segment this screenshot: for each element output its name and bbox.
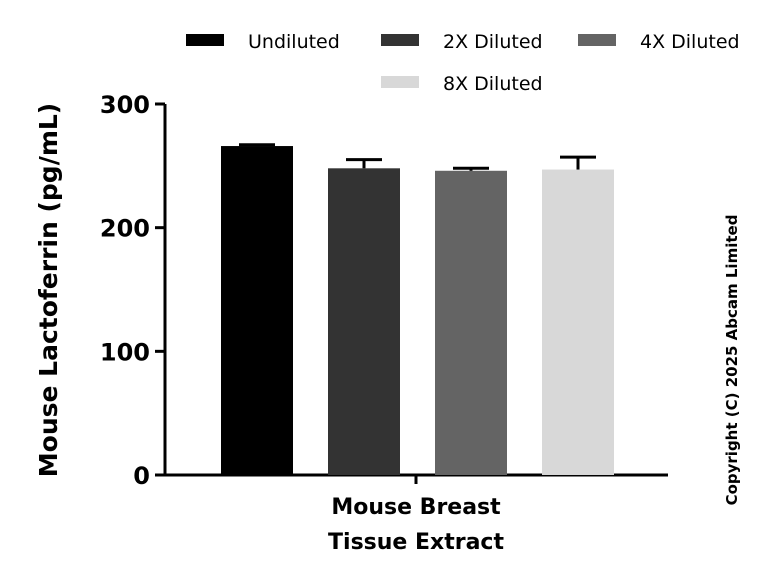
y-tick-label: 200 bbox=[100, 215, 150, 243]
legend-label: 4X Diluted bbox=[640, 31, 740, 53]
error-bars bbox=[239, 143, 596, 171]
bar-4x-diluted bbox=[435, 170, 507, 475]
category-label-line-2: Tissue Extract bbox=[328, 530, 504, 555]
legend-swatch bbox=[578, 34, 616, 46]
y-ticks: 0 100 200 300 bbox=[100, 91, 165, 490]
bar-undiluted bbox=[221, 146, 293, 475]
legend-label: 8X Diluted bbox=[443, 73, 543, 95]
y-tick-label: 100 bbox=[100, 338, 150, 366]
y-tick-label: 0 bbox=[133, 462, 150, 490]
bar-2x-diluted bbox=[328, 168, 400, 475]
y-tick-label: 300 bbox=[100, 91, 150, 119]
y-axis-title: Mouse Lactoferrin (pg/mL) bbox=[34, 103, 63, 477]
legend-swatch bbox=[381, 76, 419, 88]
x-axis bbox=[165, 473, 668, 484]
legend-swatch bbox=[381, 34, 419, 46]
category-label-line-1: Mouse Breast bbox=[331, 495, 501, 520]
legend-label: 2X Diluted bbox=[443, 31, 543, 53]
legend-swatch bbox=[186, 34, 224, 46]
bars bbox=[221, 146, 614, 475]
bar-8x-diluted bbox=[542, 169, 614, 475]
copyright-text: Copyright (C) 2025 Abcam Limited bbox=[723, 215, 741, 506]
legend-label: Undiluted bbox=[248, 31, 340, 53]
legend: Undiluted 2X Diluted 4X Diluted 8X Diluted bbox=[186, 31, 740, 95]
